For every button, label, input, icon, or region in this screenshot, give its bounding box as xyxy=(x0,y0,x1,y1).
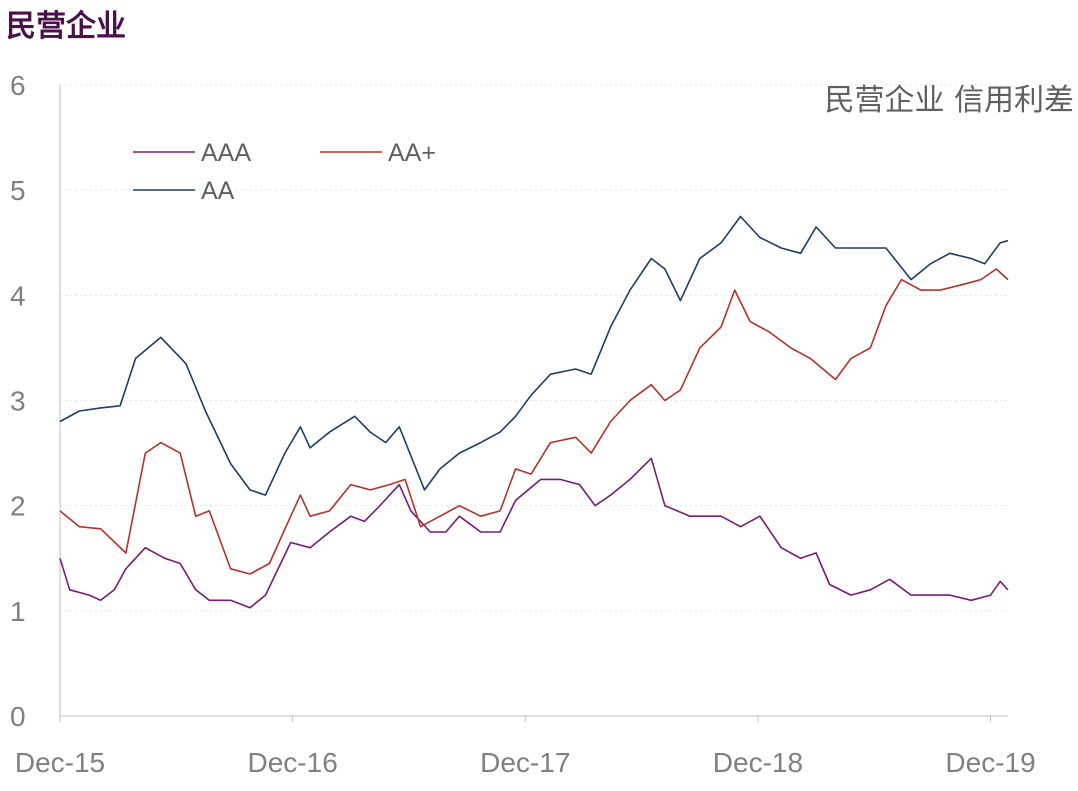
legend-label: AAA xyxy=(201,139,251,167)
legend-label: AA xyxy=(201,177,235,205)
x-tick-label: Dec-15 xyxy=(15,747,105,778)
y-tick-label: 5 xyxy=(10,175,26,206)
series-line-aa xyxy=(59,215,1009,496)
y-tick-label: 1 xyxy=(10,596,26,627)
legend: AAA AA+ AA xyxy=(133,139,436,205)
y-tick-label: 0 xyxy=(10,701,26,732)
axes: 0 1 2 3 4 5 6 Dec-15 Dec-16 Dec-17 Dec-18 Dec-19 xyxy=(10,70,1036,778)
chart-annotation: 民营企业 信用利差 xyxy=(824,83,1074,118)
series-line-aaa xyxy=(59,457,1009,609)
chart-title: 民营企业 xyxy=(6,9,126,44)
gridlines xyxy=(60,84,1008,612)
x-tick-label: Dec-18 xyxy=(713,747,803,778)
series-lines xyxy=(59,215,1009,609)
x-tick-label: Dec-16 xyxy=(248,747,338,778)
y-tick-label: 3 xyxy=(10,386,26,417)
y-tick-label: 6 xyxy=(10,70,26,101)
x-tick-label: Dec-19 xyxy=(945,747,1035,778)
y-tick-label: 4 xyxy=(10,280,26,311)
series-line-aa-plus xyxy=(59,268,1009,575)
y-tick-label: 2 xyxy=(10,491,26,522)
legend-label: AA+ xyxy=(388,139,436,167)
x-tick-label: Dec-17 xyxy=(480,747,570,778)
